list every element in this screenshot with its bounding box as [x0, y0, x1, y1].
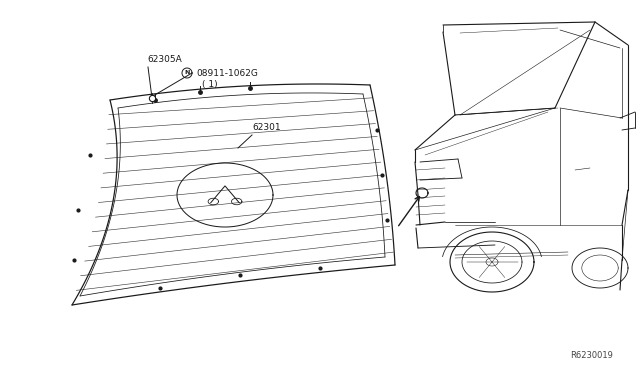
Text: 08911-1062G: 08911-1062G [196, 68, 258, 77]
Text: N: N [184, 71, 189, 76]
Text: 62301: 62301 [252, 124, 280, 132]
Text: ( 1): ( 1) [202, 80, 218, 89]
Text: R6230019: R6230019 [570, 352, 613, 360]
Text: 62305A: 62305A [147, 55, 182, 64]
